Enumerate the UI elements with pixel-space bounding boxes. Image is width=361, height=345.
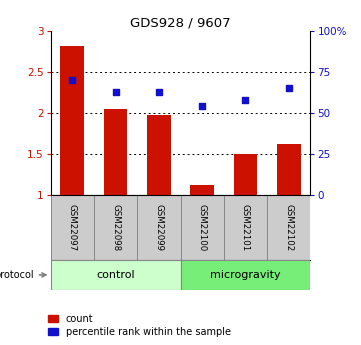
Bar xyxy=(51,260,180,290)
Text: GSM22099: GSM22099 xyxy=(155,204,163,251)
Bar xyxy=(60,46,84,195)
Text: GSM22097: GSM22097 xyxy=(68,204,77,251)
Text: GSM22102: GSM22102 xyxy=(284,204,293,251)
Legend: count, percentile rank within the sample: count, percentile rank within the sample xyxy=(48,314,231,337)
Bar xyxy=(104,109,127,195)
Text: GSM22100: GSM22100 xyxy=(198,204,206,251)
Point xyxy=(243,97,248,102)
Bar xyxy=(94,195,137,260)
Point xyxy=(113,89,118,94)
Bar xyxy=(147,115,171,195)
Bar xyxy=(267,195,310,260)
Bar xyxy=(180,195,224,260)
Text: control: control xyxy=(96,270,135,280)
Point xyxy=(156,89,162,94)
Text: microgravity: microgravity xyxy=(210,270,281,280)
Title: GDS928 / 9607: GDS928 / 9607 xyxy=(130,17,231,30)
Point xyxy=(199,104,205,109)
Point xyxy=(69,77,75,83)
Point xyxy=(286,86,292,91)
Bar xyxy=(137,195,180,260)
Bar xyxy=(180,260,310,290)
Text: GSM22098: GSM22098 xyxy=(111,204,120,251)
Bar xyxy=(51,195,94,260)
Text: GSM22101: GSM22101 xyxy=(241,204,250,251)
Bar xyxy=(277,144,301,195)
Bar xyxy=(190,185,214,195)
Bar xyxy=(224,195,267,260)
Text: protocol: protocol xyxy=(0,270,46,280)
Bar xyxy=(234,154,257,195)
